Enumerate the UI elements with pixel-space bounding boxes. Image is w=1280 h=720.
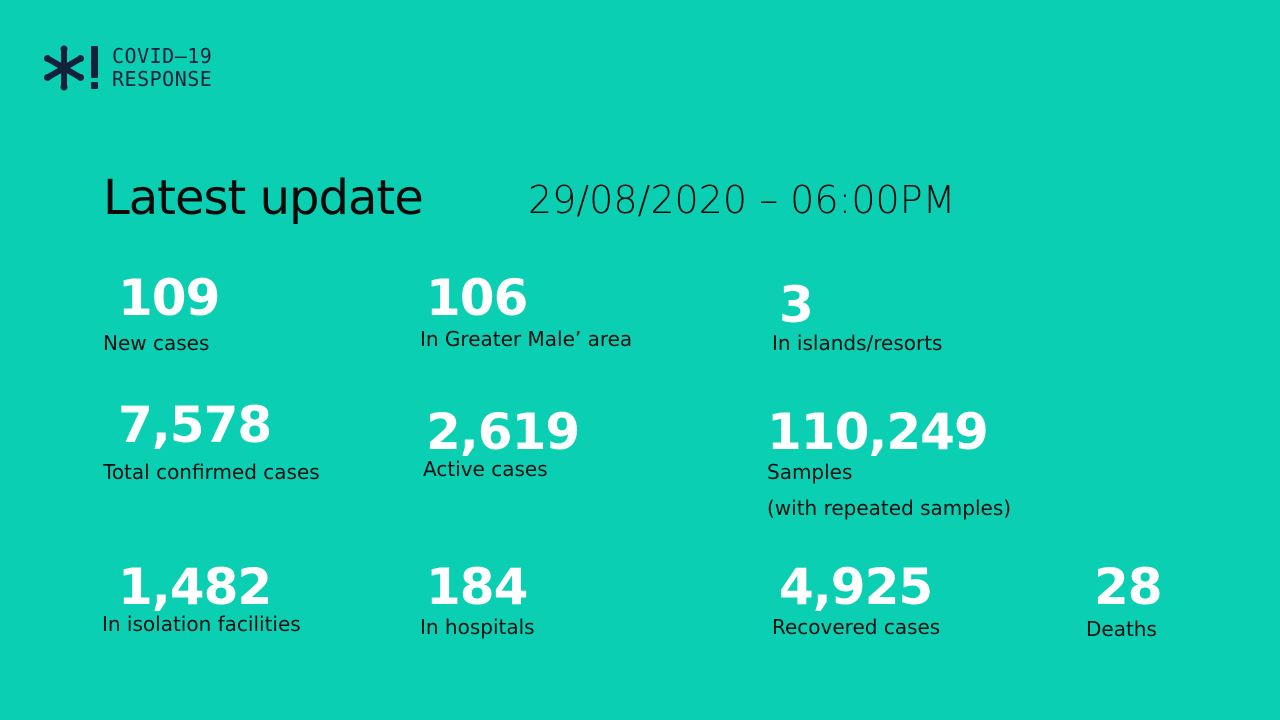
active-cases-label: Active cases bbox=[423, 457, 548, 481]
islands-resorts-label: In islands/resorts bbox=[772, 331, 943, 355]
isolation-value: 1,482 bbox=[118, 558, 272, 616]
samples-label: Samples bbox=[767, 460, 853, 484]
greater-male-label: In Greater Male’ area bbox=[420, 327, 633, 351]
recovered-label: Recovered cases bbox=[772, 615, 941, 639]
logo-text: COVID–19 RESPONSE bbox=[112, 45, 212, 91]
greater-male-value: 106 bbox=[426, 269, 528, 327]
total-confirmed-label: Total confirmed cases bbox=[103, 460, 320, 484]
total-confirmed-value: 7,578 bbox=[118, 396, 272, 454]
page-title: Latest update bbox=[103, 170, 424, 226]
deaths-label: Deaths bbox=[1086, 617, 1157, 641]
isolation-label: In isolation facilities bbox=[102, 612, 301, 636]
recovered-value: 4,925 bbox=[779, 558, 933, 616]
update-timestamp: 29/08/2020 – 06:00PM bbox=[528, 178, 956, 222]
asterisk-exclamation-icon bbox=[44, 45, 98, 91]
hospitals-label: In hospitals bbox=[420, 615, 535, 639]
islands-resorts-value: 3 bbox=[779, 276, 814, 334]
logo-line-1: COVID–19 bbox=[112, 44, 213, 68]
new-cases-label: New cases bbox=[103, 331, 210, 355]
active-cases-value: 2,619 bbox=[426, 403, 580, 461]
samples-value: 110,249 bbox=[767, 403, 989, 461]
logo-line-2: RESPONSE bbox=[112, 67, 213, 91]
covid-response-logo: COVID–19 RESPONSE bbox=[42, 44, 212, 92]
samples-note: (with repeated samples) bbox=[767, 496, 1012, 520]
hospitals-value: 184 bbox=[426, 558, 528, 616]
deaths-value: 28 bbox=[1094, 558, 1163, 616]
new-cases-value: 109 bbox=[118, 269, 220, 327]
